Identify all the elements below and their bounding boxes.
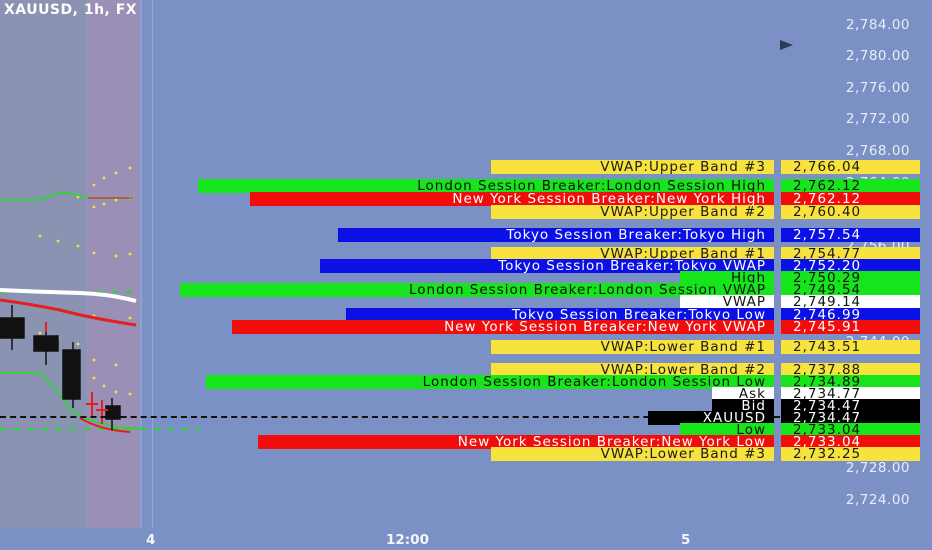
value-ask: 2,734.77 bbox=[781, 387, 920, 401]
value-new-york-vwap: 2,745.91 bbox=[781, 320, 920, 334]
label-tokyo-low[interactable]: Tokyo Session Breaker:Tokyo Low bbox=[346, 308, 774, 322]
price-tick: 2,772.00 bbox=[845, 111, 910, 127]
value-symbol-price: 2,734.47 bbox=[781, 411, 920, 425]
label-tokyo-high[interactable]: Tokyo Session Breaker:Tokyo High bbox=[338, 228, 774, 242]
label-vwap-lower-band-2[interactable]: VWAP:Lower Band #2 bbox=[491, 363, 774, 377]
red-markers bbox=[45, 322, 108, 424]
value-tokyo-low: 2,746.99 bbox=[781, 308, 920, 322]
label-vwap-upper-band-2[interactable]: VWAP:Upper Band #2 bbox=[491, 205, 774, 219]
ny-low-line bbox=[79, 417, 131, 433]
label-low[interactable]: Low bbox=[680, 423, 774, 437]
time-label: 4 bbox=[146, 532, 156, 548]
day-divider-line bbox=[140, 0, 142, 528]
label-london-session-high[interactable]: London Session Breaker:London Session Hi… bbox=[198, 179, 774, 193]
label-vwap[interactable]: VWAP bbox=[680, 295, 774, 309]
value-tokyo-high: 2,757.54 bbox=[781, 228, 920, 242]
price-tick: 2,780.00 bbox=[845, 48, 910, 64]
value-vwap: 2,749.14 bbox=[781, 295, 920, 309]
time-axis[interactable] bbox=[0, 528, 932, 550]
value-bid: 2,734.47 bbox=[781, 399, 920, 413]
time-label: 5 bbox=[681, 532, 691, 548]
label-new-york-vwap[interactable]: New York Session Breaker:New York VWAP bbox=[232, 320, 774, 334]
london-low-line bbox=[0, 372, 140, 429]
label-vwap-lower-band-3[interactable]: VWAP:Lower Band #3 bbox=[491, 447, 774, 461]
vwap-band-dots bbox=[38, 166, 132, 396]
label-new-york-low[interactable]: New York Session Breaker:New York Low bbox=[258, 435, 774, 449]
value-vwap-lower-band-2: 2,737.88 bbox=[781, 363, 920, 377]
label-bid[interactable]: Bid bbox=[712, 399, 774, 413]
value-high: 2,750.29 bbox=[781, 271, 920, 285]
bid-price-line bbox=[0, 416, 780, 418]
time-label: 12:00 bbox=[386, 532, 429, 548]
label-symbol-price[interactable]: XAUUSD bbox=[648, 411, 774, 425]
london-high-line bbox=[0, 191, 132, 201]
label-tokyo-vwap[interactable]: Tokyo Session Breaker:Tokyo VWAP bbox=[320, 259, 774, 273]
symbol-title[interactable]: XAUUSD, 1h, FX bbox=[4, 2, 138, 18]
price-plot bbox=[0, 166, 200, 433]
value-vwap-upper-band-1: 2,754.77 bbox=[781, 247, 920, 261]
value-vwap-lower-band-1: 2,743.51 bbox=[781, 340, 920, 354]
crosshair-vertical bbox=[152, 0, 153, 528]
price-tick: 2,784.00 bbox=[845, 17, 910, 33]
price-tick: 2,728.00 bbox=[845, 460, 910, 476]
label-new-york-high[interactable]: New York Session Breaker:New York High bbox=[250, 192, 774, 206]
label-london-session-vwap[interactable]: London Session Breaker:London Session VW… bbox=[180, 283, 774, 297]
value-london-session-high: 2,762.12 bbox=[781, 179, 920, 193]
value-vwap-upper-band-3: 2,766.04 bbox=[781, 160, 920, 174]
price-tick: 2,776.00 bbox=[845, 80, 910, 96]
value-new-york-high: 2,762.12 bbox=[781, 192, 920, 206]
value-low: 2,733.04 bbox=[781, 423, 920, 437]
label-vwap-upper-band-3[interactable]: VWAP:Upper Band #3 bbox=[491, 160, 774, 174]
price-tick: 2,768.00 bbox=[845, 143, 910, 159]
price-tick: 2,724.00 bbox=[845, 492, 910, 508]
session-shade-london bbox=[86, 0, 140, 528]
label-high[interactable]: High bbox=[680, 271, 774, 285]
value-new-york-low: 2,733.04 bbox=[781, 435, 920, 449]
price-scale-arrow-icon[interactable] bbox=[780, 40, 793, 50]
label-vwap-upper-band-1[interactable]: VWAP:Upper Band #1 bbox=[491, 247, 774, 261]
value-london-session-vwap: 2,749.54 bbox=[781, 283, 920, 297]
session-shade-tokyo bbox=[0, 0, 86, 528]
value-tokyo-vwap: 2,752.20 bbox=[781, 259, 920, 273]
label-london-session-low[interactable]: London Session Breaker:London Session Lo… bbox=[206, 375, 774, 389]
label-ask[interactable]: Ask bbox=[712, 387, 774, 401]
value-london-session-low: 2,734.89 bbox=[781, 375, 920, 389]
vwap-line bbox=[0, 288, 137, 303]
label-vwap-lower-band-1[interactable]: VWAP:Lower Band #1 bbox=[491, 340, 774, 354]
candles bbox=[0, 305, 121, 430]
ny-vwap-line bbox=[0, 298, 137, 327]
value-vwap-lower-band-3: 2,732.25 bbox=[781, 447, 920, 461]
value-vwap-upper-band-2: 2,760.40 bbox=[781, 205, 920, 219]
